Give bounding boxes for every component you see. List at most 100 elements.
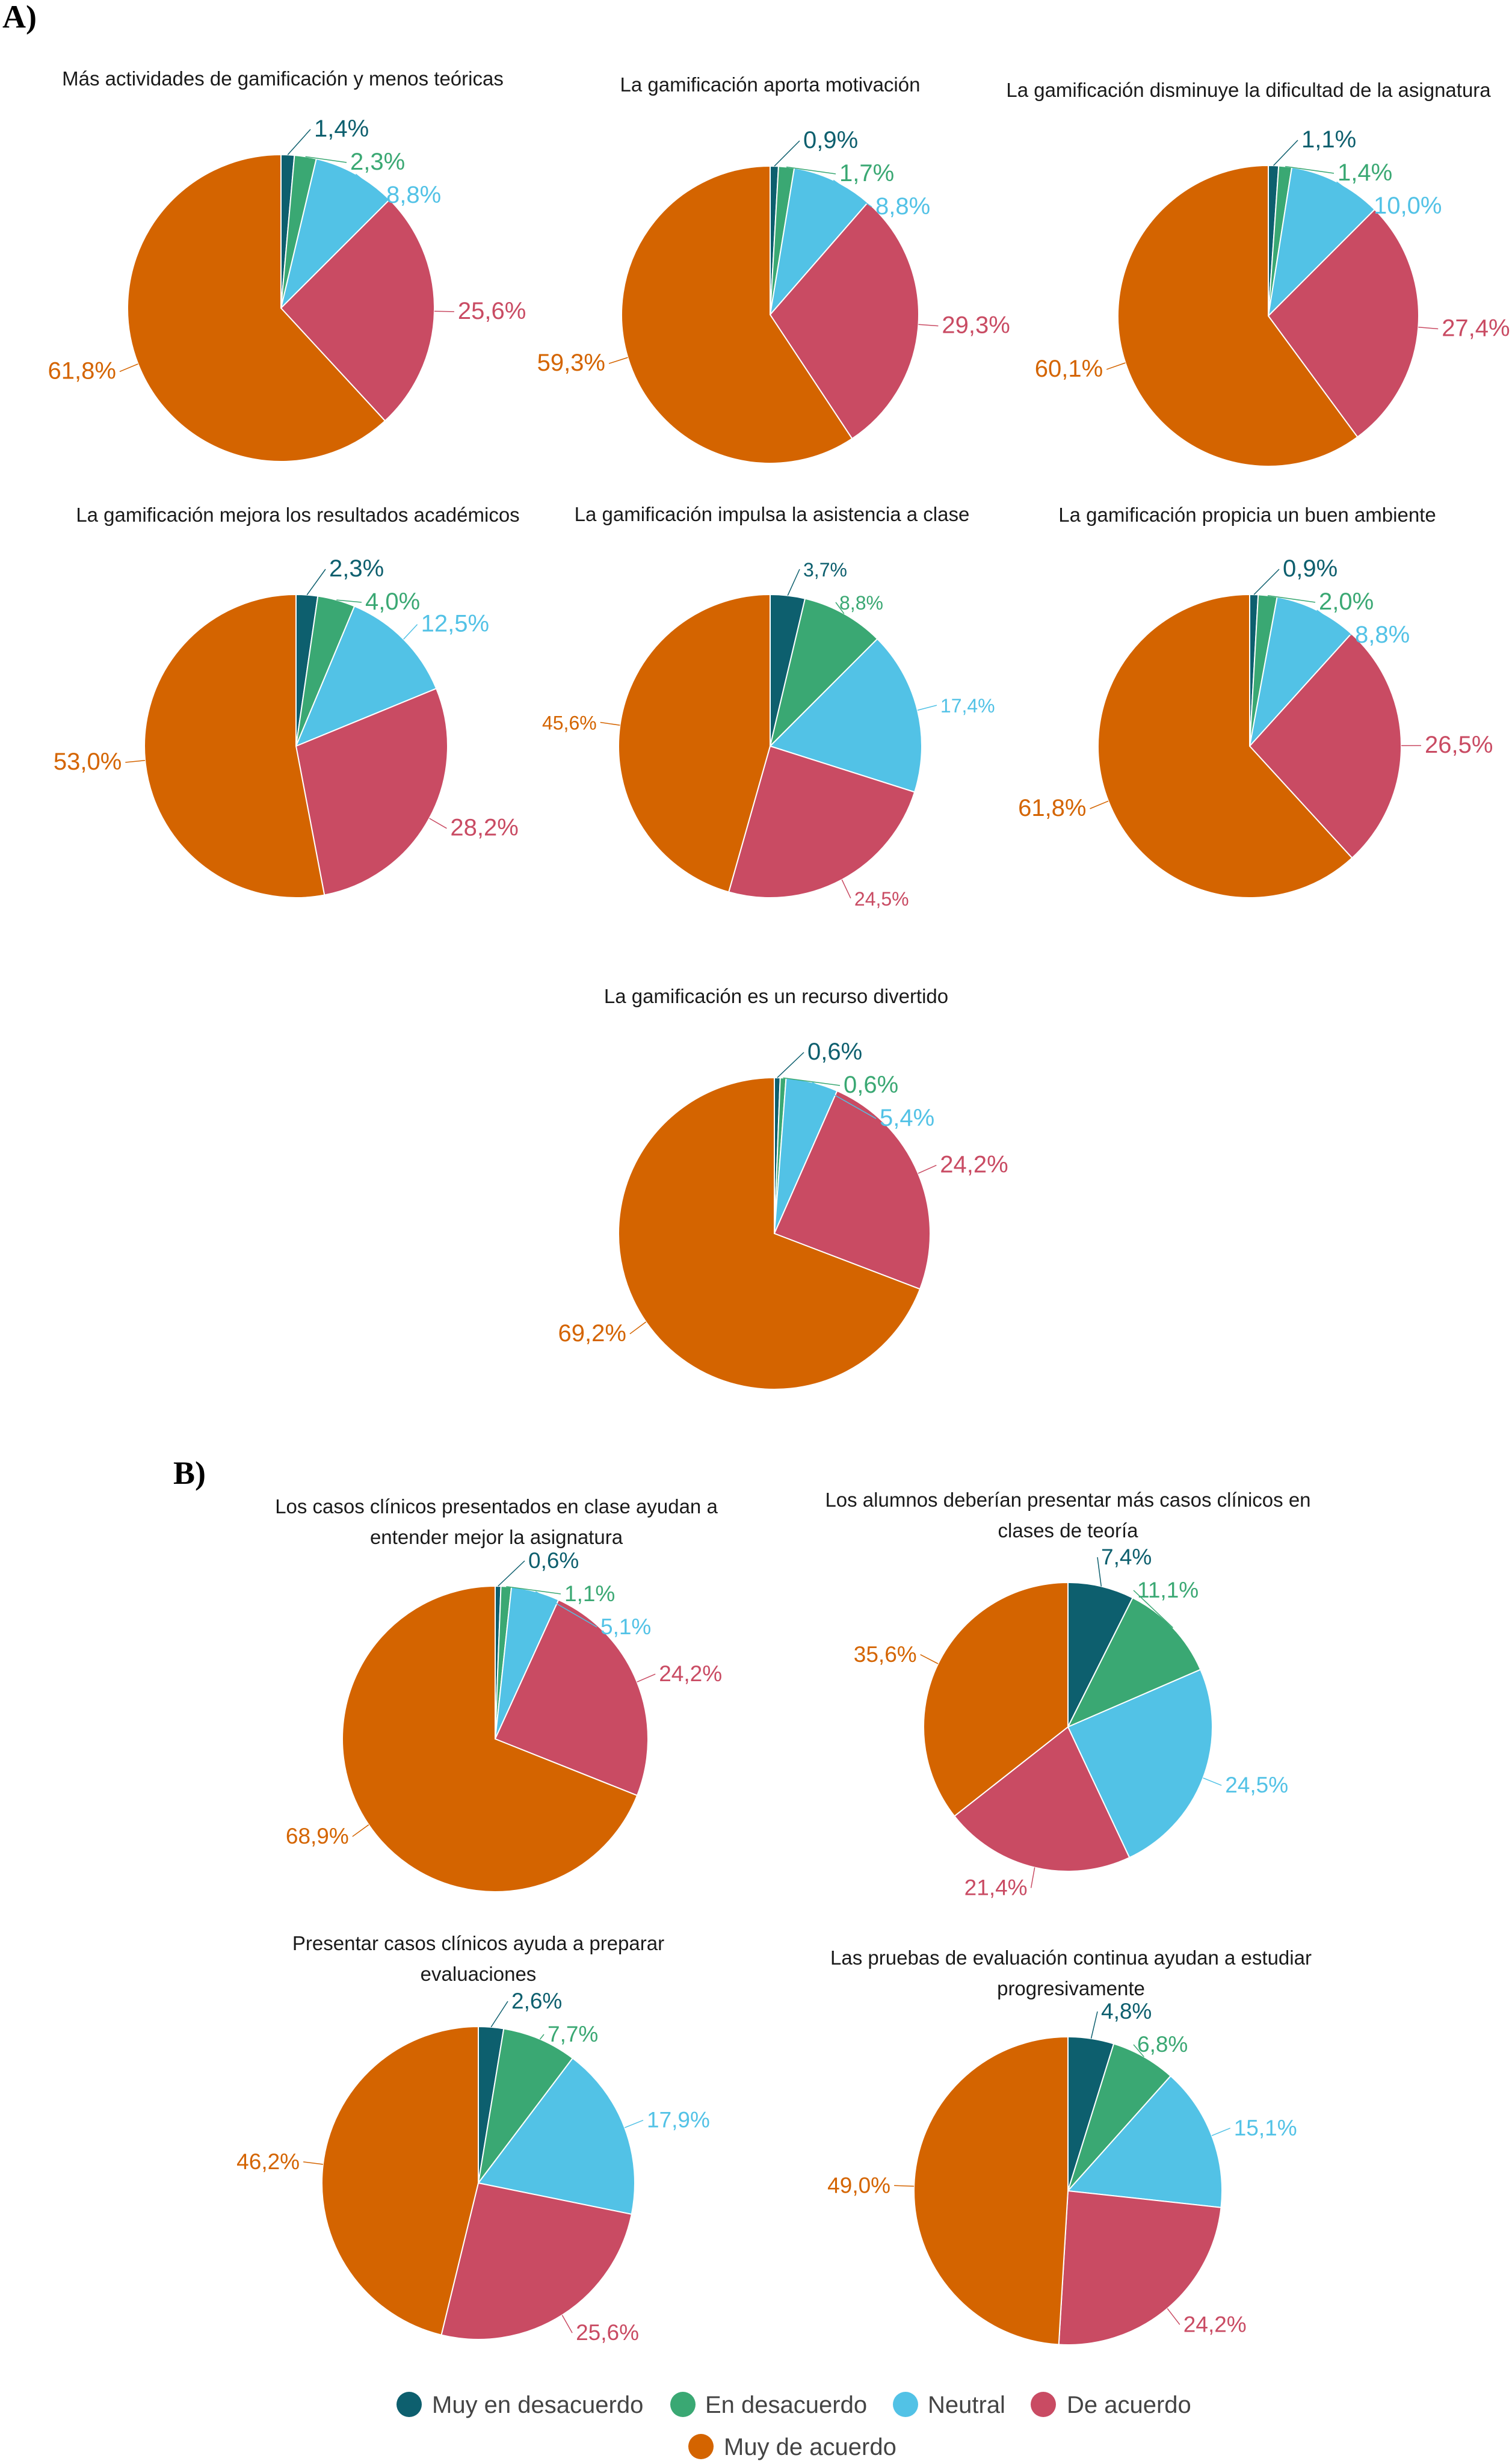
pie-slice-de-acuerdo: [280, 199, 435, 422]
label-leader-line: [608, 357, 628, 364]
pie-label-de-acuerdo: 24,5%: [854, 888, 909, 910]
label-leader-line: [1418, 327, 1439, 330]
pie-label-de-acuerdo: 29,3%: [942, 312, 1010, 339]
section-b-label: B): [173, 1455, 206, 1491]
label-leader-line: [600, 721, 620, 726]
label-leader-line: [306, 569, 326, 596]
pie-slice-de-acuerdo: [953, 1726, 1131, 1872]
pie-slice-neutral: [1066, 2075, 1223, 2208]
label-leader-line: [1336, 181, 1371, 207]
pie-slice-muy-de-acuerdo: [923, 1581, 1069, 1817]
pie-label-neutral: 8,8%: [875, 193, 930, 220]
label-leader-line: [352, 1824, 369, 1837]
pie-slice-neutral: [1067, 1669, 1213, 1859]
pie-label-en-desacuerdo: 2,3%: [350, 149, 405, 175]
label-leader-line: [624, 2120, 644, 2128]
pie-slice-de-acuerdo: [494, 1599, 649, 1797]
label-leader-line: [305, 156, 347, 163]
chart-title: progresivamente: [997, 1977, 1145, 1999]
label-leader-line: [539, 2034, 545, 2040]
pie-label-muy-de-acuerdo: 45,6%: [542, 712, 597, 734]
pie-label-en-desacuerdo: 6,8%: [1137, 2032, 1188, 2057]
pie-label-muy-de-acuerdo: 59,3%: [537, 350, 605, 376]
label-leader-line: [786, 166, 836, 174]
pie-label-en-desacuerdo: 7,7%: [548, 2022, 598, 2046]
legend-label-muy-en-desacuerdo: Muy en desacuerdo: [432, 2392, 643, 2418]
section-a-label: A): [2, 0, 37, 35]
legend-swatch-de-acuerdo: [1031, 2392, 1056, 2417]
pie-label-muy-de-acuerdo: 69,2%: [558, 1320, 626, 1347]
pie-label-de-acuerdo: 27,4%: [1442, 315, 1510, 342]
pie-label-muy-de-acuerdo: 61,8%: [1018, 795, 1086, 821]
label-leader-line: [1133, 1590, 1173, 1628]
label-leader-line: [1253, 569, 1280, 595]
legend-swatch-neutral: [893, 2392, 918, 2417]
pie-label-muy-en-desacuerdo: 0,6%: [807, 1039, 862, 1065]
pie-slice-de-acuerdo: [1058, 2190, 1222, 2345]
label-leader-line: [841, 879, 851, 899]
pie-chart-10: Presentar casos clínicos ayuda a prepara…: [236, 1932, 710, 2345]
label-leader-line: [894, 2185, 915, 2187]
pie-slice-muy-en-desacuerdo: [1067, 1581, 1134, 1728]
pie-label-muy-en-desacuerdo: 0,9%: [1283, 555, 1338, 582]
pie-chart-4: La gamificación mejora los resultados ac…: [54, 504, 520, 898]
label-leader-line: [917, 705, 937, 711]
chart-title: Más actividades de gamificación y menos …: [62, 67, 504, 90]
pie-label-muy-en-desacuerdo: 2,3%: [329, 555, 384, 582]
pie-slice-de-acuerdo: [769, 202, 919, 440]
label-leader-line: [637, 1673, 656, 1682]
pie-slice-neutral: [295, 605, 437, 747]
label-leader-line: [498, 1560, 525, 1587]
label-leader-line: [1273, 140, 1298, 166]
pie-slice-muy-de-acuerdo: [144, 593, 326, 898]
label-leader-line: [490, 2001, 508, 2028]
label-leader-line: [336, 599, 362, 603]
label-leader-line: [506, 1586, 561, 1595]
label-leader-line: [303, 2161, 323, 2165]
pie-label-muy-en-desacuerdo: 7,4%: [1101, 1545, 1152, 1569]
pie-slice-muy-de-acuerdo: [618, 593, 771, 893]
chart-title: La gamificación es un recurso divertido: [604, 985, 948, 1007]
label-leader-line: [1316, 610, 1352, 636]
pie-label-muy-de-acuerdo: 61,8%: [48, 358, 116, 384]
pie-label-de-acuerdo: 21,4%: [964, 1876, 1028, 1900]
pie-chart-11: Las pruebas de evaluación continua ayuda…: [827, 1947, 1312, 2345]
pie-label-de-acuerdo: 25,6%: [576, 2320, 639, 2345]
label-leader-line: [1097, 1557, 1102, 1587]
legend-swatch-muy-en-desacuerdo: [397, 2392, 422, 2417]
pie-label-neutral: 17,9%: [647, 2108, 710, 2132]
pie-slice-en-desacuerdo: [769, 597, 878, 749]
pie-label-neutral: 5,4%: [880, 1105, 934, 1131]
label-leader-line: [287, 129, 311, 155]
pie-chart-1: Más actividades de gamificación y menos …: [48, 67, 526, 462]
pie-label-neutral: 15,1%: [1234, 2116, 1297, 2140]
chart-title: Presentar casos clínicos ayuda a prepara…: [292, 1932, 664, 1954]
legend-label-de-acuerdo: De acuerdo: [1067, 2392, 1191, 2418]
pie-slice-muy-de-acuerdo: [1097, 593, 1353, 898]
label-leader-line: [787, 569, 800, 596]
pie-label-muy-en-desacuerdo: 4,8%: [1101, 1999, 1152, 2024]
pie-label-muy-en-desacuerdo: 0,9%: [803, 127, 858, 153]
pie-label-de-acuerdo: 28,2%: [450, 815, 518, 841]
chart-title: entender mejor la asignatura: [370, 1526, 623, 1548]
label-leader-line: [1090, 2011, 1098, 2039]
pie-label-muy-en-desacuerdo: 3,7%: [803, 559, 847, 581]
pie-label-en-desacuerdo: 1,4%: [1338, 159, 1392, 186]
pie-label-en-desacuerdo: 1,1%: [564, 1581, 615, 1606]
label-leader-line: [1133, 2044, 1144, 2057]
label-leader-line: [1167, 2308, 1180, 2325]
label-leader-line: [777, 1052, 804, 1078]
legend-item-muy-de-acuerdo: Muy de acuerdo: [688, 2434, 896, 2460]
label-leader-line: [1285, 165, 1335, 174]
label-leader-line: [920, 1654, 939, 1664]
chart-title: Los casos clínicos presentados en clase …: [275, 1495, 718, 1518]
pie-label-de-acuerdo: 25,6%: [458, 298, 526, 324]
pie-label-de-acuerdo: 24,2%: [1183, 2312, 1247, 2336]
pie-label-en-desacuerdo: 11,1%: [1137, 1578, 1199, 1602]
label-leader-line: [561, 2315, 573, 2333]
legend-item-neutral: Neutral: [893, 2392, 1005, 2418]
pie-slice-muy-de-acuerdo: [913, 2036, 1069, 2345]
pie-slice-de-acuerdo: [1267, 208, 1420, 438]
legend-label-en-desacuerdo: En desacuerdo: [705, 2392, 867, 2418]
pie-slice-muy-de-acuerdo: [321, 2025, 479, 2336]
